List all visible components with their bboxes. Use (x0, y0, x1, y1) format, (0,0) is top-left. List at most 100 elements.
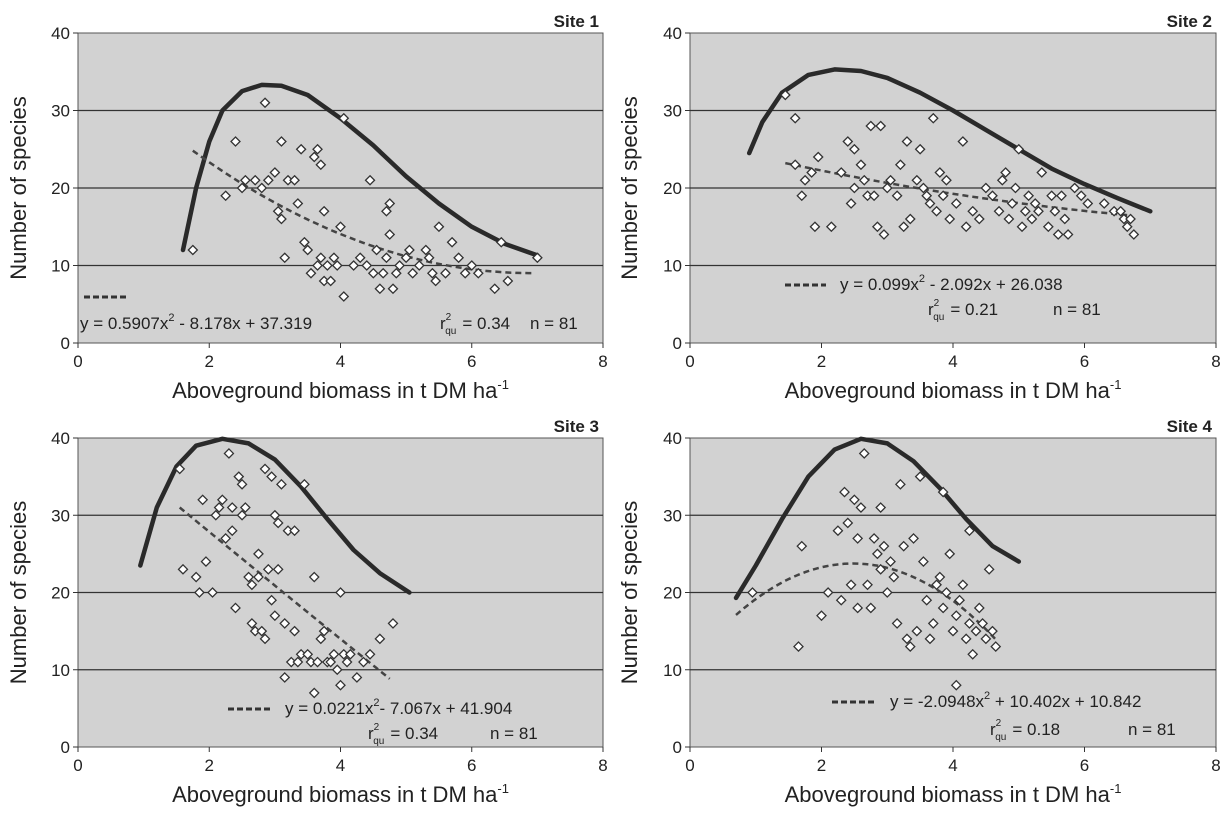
data-point (246, 579, 258, 591)
x-tick-label: 4 (336, 352, 345, 371)
data-point (279, 617, 291, 629)
data-point (338, 112, 350, 124)
data-point (1059, 213, 1071, 225)
data-point (855, 502, 867, 513)
data-point (917, 182, 929, 194)
y-tick-label: 0 (673, 738, 682, 757)
data-point (1042, 221, 1054, 233)
data-point (941, 587, 952, 598)
x-axis-label: Aboveground biomass in t DM ha-1 (785, 781, 1122, 807)
data-point (848, 143, 860, 155)
data-point (308, 687, 320, 699)
data-point (236, 509, 248, 521)
x-tick-label: 4 (948, 756, 957, 775)
data-point (295, 143, 307, 155)
data-point (289, 174, 300, 186)
data-point (325, 656, 337, 668)
data-point (967, 648, 979, 660)
data-point (878, 229, 890, 240)
data-point (236, 478, 248, 490)
data-point (973, 213, 985, 225)
data-point (358, 656, 369, 668)
data-point (364, 648, 376, 660)
data-point (531, 252, 543, 264)
data-point (315, 159, 327, 171)
data-point (269, 610, 281, 622)
data-point (904, 213, 916, 225)
data-point (302, 244, 314, 256)
data-point (855, 159, 867, 171)
y-tick-label: 30 (51, 102, 70, 121)
data-point (174, 463, 186, 475)
data-point (891, 190, 903, 202)
data-point (977, 617, 989, 629)
data-point (433, 221, 445, 233)
data-point (403, 244, 415, 256)
data-point (1075, 190, 1087, 202)
data-point (384, 229, 396, 240)
data-point (423, 252, 435, 264)
data-point (325, 275, 337, 287)
data-point (292, 656, 304, 668)
x-tick-label: 2 (817, 756, 826, 775)
data-point (387, 617, 399, 629)
data-point (239, 174, 251, 186)
data-point (249, 174, 261, 186)
data-point (440, 267, 451, 279)
y-tick-label: 40 (51, 429, 70, 448)
x-tick-label: 6 (467, 352, 476, 371)
data-point (1062, 229, 1074, 240)
data-point (875, 120, 887, 132)
data-point (193, 587, 205, 598)
data-point (466, 260, 478, 271)
regression-equation: y = 0.5907x2 - 8.178x + 37.319 (80, 312, 312, 333)
data-point (302, 648, 314, 660)
data-point (1082, 198, 1094, 209)
y-axis-label: Number of species (617, 96, 642, 279)
data-point (793, 641, 804, 652)
data-point (253, 548, 264, 560)
data-point (1121, 221, 1133, 233)
y-tick-label: 0 (61, 334, 70, 353)
data-point (967, 205, 979, 217)
data-point (305, 267, 317, 279)
data-point (845, 198, 857, 209)
x-tick-label: 8 (1211, 756, 1220, 775)
y-tick-label: 20 (51, 179, 70, 198)
x-tick-label: 0 (685, 352, 694, 371)
data-point (954, 594, 965, 606)
data-point (269, 167, 281, 178)
data-point (266, 594, 278, 606)
data-point (875, 563, 887, 575)
y-axis-label: Number of species (617, 501, 642, 684)
x-tick-label: 8 (1211, 352, 1220, 371)
data-point (226, 502, 238, 513)
data-point (1046, 190, 1058, 202)
data-point (1056, 190, 1067, 202)
panel-title: Site 1 (554, 12, 599, 31)
data-point (924, 198, 936, 209)
data-point (878, 540, 890, 552)
data-point (970, 625, 982, 637)
data-point (852, 533, 864, 544)
data-point (256, 182, 268, 194)
data-point (1069, 182, 1081, 194)
data-point (259, 463, 271, 475)
boundary-curve (746, 67, 1153, 214)
data-point (960, 633, 972, 645)
r-squared: r2 qu = 0.34 (440, 312, 510, 337)
data-point (459, 267, 471, 279)
data-point (220, 190, 232, 202)
regression-equation: y = 0.0221x2- 7.067x + 41.904 (285, 697, 512, 718)
regression-equation: y = 0.099x2 - 2.092x + 26.038 (840, 273, 1063, 294)
data-point (253, 571, 264, 583)
data-point (944, 548, 956, 560)
data-point (331, 260, 343, 271)
data-point (937, 486, 949, 498)
data-point (937, 602, 949, 614)
data-point (364, 174, 376, 186)
data-point (236, 182, 248, 194)
data-point (747, 587, 758, 598)
data-point (453, 252, 465, 264)
data-point (957, 136, 969, 147)
